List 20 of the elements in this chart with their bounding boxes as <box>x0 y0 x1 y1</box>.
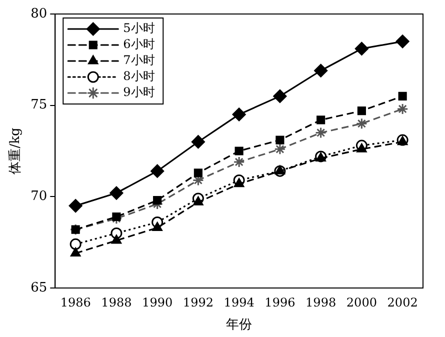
legend-label: 7小时 <box>123 53 155 68</box>
x-tick-label: 1988 <box>101 295 132 310</box>
legend-label: 8小时 <box>123 69 155 84</box>
legend-label: 5小时 <box>123 21 155 36</box>
legend-label: 9小时 <box>123 85 155 100</box>
x-tick-label: 1994 <box>224 295 255 310</box>
y-axis-title: 体重/kg <box>8 128 24 174</box>
x-tick-label: 1990 <box>142 295 173 310</box>
x-tick-label: 1986 <box>60 295 91 310</box>
y-tick-label: 80 <box>30 6 48 22</box>
x-tick-label: 1992 <box>182 295 214 310</box>
legend-label: 6小时 <box>123 37 155 52</box>
y-tick-label: 70 <box>30 189 48 204</box>
x-tick-label: 2000 <box>346 295 377 310</box>
x-axis-title: 年份 <box>226 318 252 333</box>
y-tick-label: 75 <box>30 98 48 113</box>
y-tick-label: 65 <box>30 280 48 296</box>
x-tick-label: 1998 <box>306 295 336 310</box>
x-tick-label: 1996 <box>264 295 296 310</box>
x-tick-label: 2002 <box>387 295 418 310</box>
